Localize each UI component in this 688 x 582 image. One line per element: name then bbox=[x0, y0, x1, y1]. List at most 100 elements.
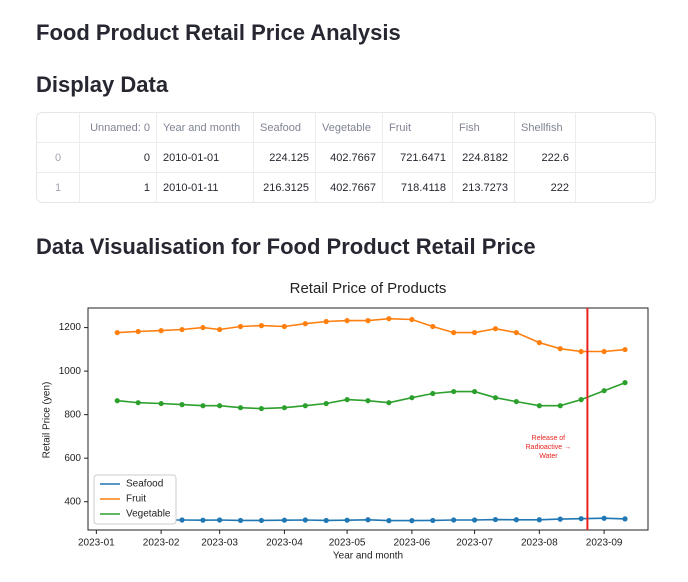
section-heading: Data Visualisation for Food Product Reta… bbox=[36, 234, 536, 259]
data-point bbox=[536, 517, 542, 523]
y-tick-label: 600 bbox=[64, 453, 81, 464]
data-point bbox=[237, 405, 244, 411]
table-cell: 224.8182 bbox=[453, 143, 515, 173]
data-point bbox=[365, 318, 371, 324]
data-point bbox=[622, 346, 628, 353]
x-axis-label: Year and month bbox=[333, 551, 403, 562]
data-point bbox=[200, 324, 206, 331]
data-point bbox=[557, 403, 563, 409]
x-tick-label: 2023-01 bbox=[78, 538, 115, 549]
table-cell: 1 bbox=[37, 173, 80, 202]
data-point bbox=[430, 323, 436, 330]
data-point bbox=[237, 517, 244, 524]
data-table: Unnamed: 0 Year and month Seafood Vegeta… bbox=[36, 112, 656, 203]
y-tick-label: 800 bbox=[64, 409, 81, 420]
x-tick-label: 2023-05 bbox=[329, 538, 366, 549]
y-tick-label: 400 bbox=[64, 496, 81, 507]
data-point bbox=[557, 516, 563, 522]
data-point bbox=[323, 517, 329, 524]
table-cell: 224.125 bbox=[254, 143, 316, 173]
header-row: Unnamed: 0 Year and month Seafood Vegeta… bbox=[37, 113, 655, 143]
data-point bbox=[492, 326, 499, 332]
data-point bbox=[302, 321, 308, 327]
spacer-header bbox=[576, 113, 655, 143]
data-point bbox=[430, 390, 436, 397]
data-point bbox=[365, 517, 371, 523]
x-tick-label: 2023-07 bbox=[456, 538, 493, 549]
column-header: Unnamed: 0 bbox=[80, 113, 157, 143]
data-point bbox=[409, 518, 415, 524]
data-point bbox=[513, 329, 519, 336]
data-point bbox=[536, 340, 542, 346]
table-cell: 721.6471 bbox=[383, 143, 453, 173]
data-point bbox=[409, 395, 415, 401]
y-tick-label: 1200 bbox=[59, 322, 82, 333]
annotation-text: Radioactive → bbox=[526, 444, 572, 451]
data-point bbox=[323, 400, 329, 407]
data-point bbox=[622, 380, 628, 386]
table-cell: 222 bbox=[515, 173, 576, 202]
data-point bbox=[557, 346, 563, 352]
column-header: Year and month bbox=[157, 113, 254, 143]
y-tick-label: 1000 bbox=[59, 366, 82, 377]
legend-label: Fruit bbox=[126, 494, 146, 505]
table-cell: 402.7667 bbox=[316, 143, 383, 173]
data-point bbox=[471, 329, 478, 336]
data-point bbox=[200, 517, 206, 523]
data-point bbox=[179, 402, 185, 408]
data-point bbox=[302, 517, 308, 523]
table-cell: 0 bbox=[37, 143, 80, 173]
column-header: Fish bbox=[453, 113, 515, 143]
data-point bbox=[471, 517, 478, 523]
column-header: Seafood bbox=[254, 113, 316, 143]
data-point bbox=[344, 517, 350, 523]
section-heading: Display Data bbox=[36, 72, 169, 97]
plot-frame bbox=[87, 307, 649, 531]
data-point bbox=[281, 405, 288, 411]
x-tick-label: 2023-09 bbox=[586, 538, 623, 549]
legend-box bbox=[93, 474, 177, 525]
annotation-text: Release of bbox=[532, 435, 566, 442]
data-point bbox=[135, 400, 141, 406]
data-point bbox=[451, 329, 457, 336]
data-point bbox=[200, 403, 206, 409]
x-tick-label: 2023-06 bbox=[394, 538, 431, 549]
column-header: Vegetable bbox=[316, 113, 383, 143]
table-cell: 222.6 bbox=[515, 143, 576, 173]
data-point bbox=[513, 517, 519, 523]
data-point bbox=[114, 329, 120, 336]
data-point bbox=[622, 516, 628, 522]
data-point bbox=[451, 517, 457, 523]
data-point bbox=[344, 397, 350, 403]
data-point bbox=[386, 518, 392, 524]
data-point bbox=[578, 397, 584, 403]
data-point bbox=[237, 323, 244, 330]
data-point bbox=[217, 517, 223, 523]
data-point bbox=[536, 403, 542, 409]
data-point bbox=[409, 316, 415, 323]
chart-background bbox=[0, 270, 688, 580]
data-point bbox=[302, 403, 308, 409]
data-point bbox=[513, 398, 519, 405]
data-point bbox=[114, 398, 120, 404]
data-point bbox=[471, 388, 478, 395]
x-tick-label: 2023-03 bbox=[201, 538, 238, 549]
spacer-cell bbox=[576, 143, 655, 173]
data-point bbox=[601, 515, 607, 521]
column-header: Fruit bbox=[383, 113, 453, 143]
data-point bbox=[386, 316, 392, 322]
page-title: Food Product Retail Price Analysis bbox=[36, 20, 401, 45]
legend-label: Seafood bbox=[126, 479, 163, 490]
data-point bbox=[601, 348, 607, 355]
data-point bbox=[386, 400, 392, 406]
chart-title: Retail Price of Products bbox=[290, 280, 447, 297]
annotation-text: Water bbox=[539, 453, 558, 460]
data-point bbox=[281, 323, 288, 330]
data-point bbox=[179, 326, 185, 333]
x-tick-label: 2023-08 bbox=[521, 538, 558, 549]
table-cell: 0 bbox=[80, 143, 157, 173]
y-axis-label: Retail Price (yen) bbox=[42, 382, 53, 459]
table-row: 1 1 2010-01-11 216.3125 402.7667 718.4118 213.… bbox=[37, 173, 655, 202]
data-point bbox=[492, 516, 499, 523]
